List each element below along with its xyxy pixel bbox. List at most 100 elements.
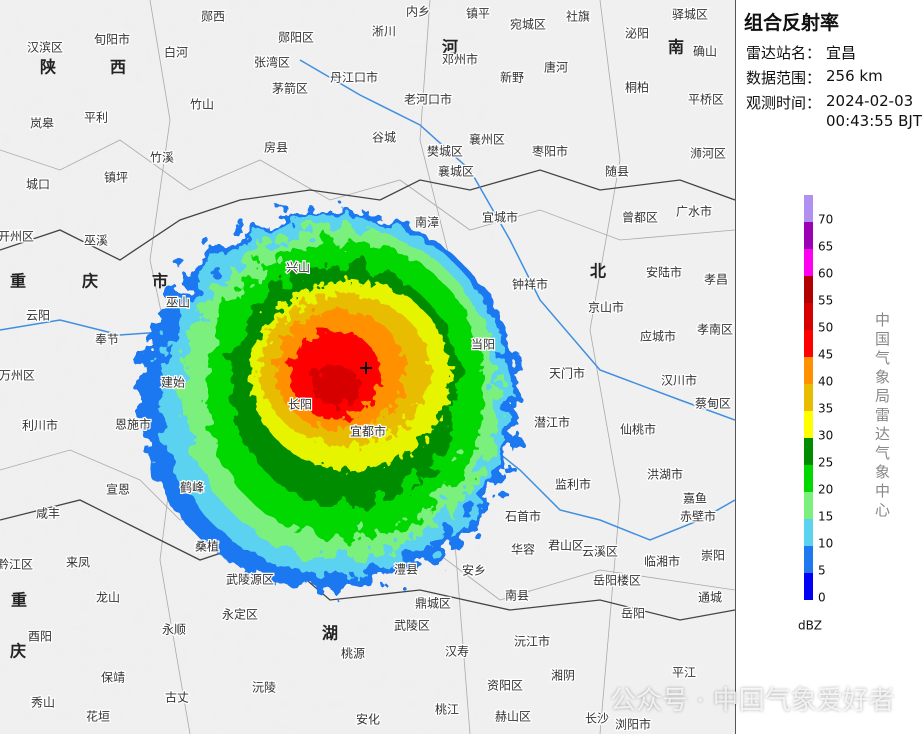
colorbar-tick-label: 40 [818,375,833,389]
place-label: 钟祥市 [512,277,548,292]
place-label: 桐柏 [625,80,649,95]
place-label: 云阳 [26,309,50,323]
place-label: 社旗 [566,9,590,24]
place-label: 驿城区 [672,8,708,22]
place-label: 平桥区 [688,93,724,107]
place-label: 澧县 [394,563,418,577]
place-label: 石首市 [505,509,541,524]
place-label: 汉川市 [661,373,697,388]
place-label: 邓州市 [442,52,478,67]
place-label: 武陵源区 [226,573,274,587]
colorbar-segment [804,438,813,465]
colorbar-tick-label: 55 [818,294,833,308]
place-label: 确山 [693,45,717,59]
range: 256 km [826,67,883,85]
colorbar-tick-label: 20 [818,483,833,497]
place-label: 湘阴 [551,668,575,683]
colorbar-tick-label: 65 [818,240,833,254]
place-label: 资阳区 [487,679,523,693]
range-label: 数据范围： [746,69,822,87]
region-label: 庆 [9,642,26,661]
place-label: 赤壁市 [680,509,716,524]
place-label: 随县 [605,164,629,179]
place-label: 监利市 [555,477,591,492]
region-label: 庆 [81,272,98,291]
region-label: 重 [10,272,26,291]
place-label: 酉阳 [28,630,52,644]
place-label: 建始 [161,376,185,390]
place-label: 通城 [698,591,722,605]
place-label: 巫山 [166,296,190,310]
place-label: 武陵区 [394,619,430,633]
place-label: 临湘市 [644,554,680,569]
place-label: 秀山 [31,696,55,710]
date: 2024-02-03 [826,92,914,110]
place-label: 襄州区 [469,132,505,147]
colorbar-segment [804,384,813,411]
colorbar-tick-label: 5 [818,564,826,578]
place-label: 广水市 [676,204,712,219]
place-label: 内乡 [406,5,430,19]
place-label: 宜城市 [482,210,518,225]
place-label: 白河 [164,45,188,60]
colorbar-tick-label: 25 [818,456,833,470]
place-label: 浉河区 [690,147,726,161]
place-label: 泌阳 [625,27,649,41]
colorbar-segment [804,330,813,357]
place-label: 岚皋 [30,116,54,131]
place-label: 安化 [356,712,380,727]
province-borders [0,169,735,621]
place-label: 浏阳市 [615,717,651,732]
info-panel: 0 5 10 15 20 25 30 35 40 45 50 55 60 65 70 dBZ [735,0,924,734]
place-label: 茅箭区 [272,81,308,96]
place-label: 城口 [26,178,50,192]
place-label: 来凤 [66,556,90,570]
place-label: 鼎城区 [415,597,451,611]
place-label: 花垣 [86,709,110,724]
place-label: 崇阳 [701,549,725,563]
place-label: 郧西 [201,10,225,24]
region-label: 湖 [322,624,338,643]
place-label: 唐河 [544,60,568,75]
title: 组合反射率 [744,12,840,34]
colorbar-tick-label: 50 [818,321,833,335]
region-label: 西 [110,58,126,77]
place-label: 黔江区 [0,557,33,572]
place-label: 竹溪 [150,151,174,165]
time-label: 观测时间： [746,94,822,112]
place-label: 开州区 [0,230,34,244]
place-label: 镇坪 [104,171,128,185]
colorbar-tick-label: 60 [818,267,833,281]
region-label: 南 [668,38,684,57]
place-label: 襄城区 [438,164,474,179]
place-label: 应城市 [640,329,676,344]
place-label: 利川市 [22,418,58,433]
place-label: 汉滨区 [27,40,63,55]
colorbar-tick-label: 0 [818,591,826,605]
place-label: 宛城区 [510,17,546,32]
place-label: 丹江口市 [330,70,378,85]
place-label: 古丈 [165,690,189,705]
place-label: 天门市 [549,366,585,381]
place-label: 当阳 [471,338,495,352]
place-label: 咸丰 [36,507,60,521]
place-label: 孝昌 [704,273,728,287]
colorbar-tick-label: 30 [818,429,833,443]
place-label: 南县 [505,588,529,603]
place-label: 赫山区 [495,710,531,724]
region-label: 河 [442,38,458,57]
colorbar-tick-label: 10 [818,537,833,551]
place-label: 洪湖市 [647,467,683,482]
place-label: 云溪区 [582,545,618,559]
place-label: 桃江 [435,702,459,717]
colorbar-segment [804,249,813,276]
colorbar-tick-label: 70 [818,213,833,227]
place-label: 枣阳市 [532,144,568,159]
place-label: 郧阳区 [278,31,314,45]
place-label: 房县 [264,140,288,155]
place-label: 宜都市 [350,424,386,439]
place-label: 君山区 [548,539,584,553]
colorbar-segment [804,195,813,222]
place-label: 淅川 [372,24,396,39]
